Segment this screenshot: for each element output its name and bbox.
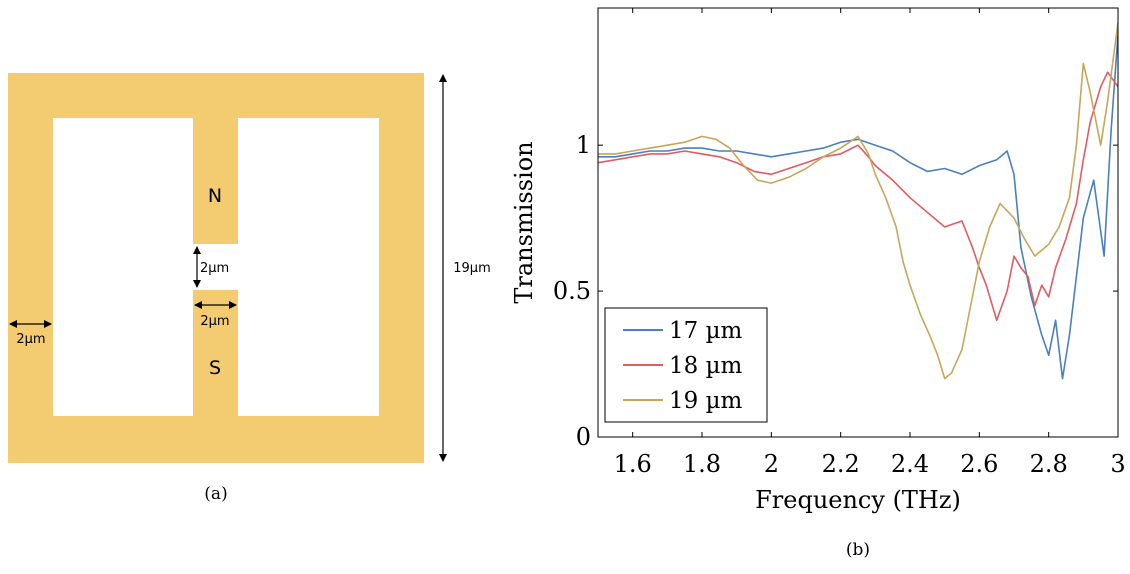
- x-tick-label: 2.4: [891, 450, 929, 478]
- stub-width-label: 2µm: [200, 314, 229, 329]
- gap-dimension-label: 2µm: [200, 261, 229, 276]
- x-axis-title: Frequency (THz): [755, 486, 961, 514]
- plot-frame: [597, 7, 1119, 438]
- y-tick-label: 0.5: [553, 277, 591, 305]
- x-tick-label: 3: [1110, 450, 1125, 478]
- series-line-1: [598, 34, 1118, 380]
- chart-series-group: [598, 22, 1118, 380]
- panel-a-caption: (a): [204, 484, 227, 504]
- right-cavity: [238, 118, 379, 416]
- y-tick-label: 1: [576, 131, 591, 159]
- x-tick-label: 1.8: [683, 450, 721, 478]
- legend-label: 18 µm: [669, 353, 743, 379]
- y-axis-title: Transmission: [510, 141, 538, 303]
- left-cavity: [53, 118, 193, 416]
- x-tick-label: 2.8: [1030, 450, 1068, 478]
- panel-b-caption: (b): [846, 540, 870, 560]
- x-tick-label: 2.6: [960, 450, 998, 478]
- x-tick-label: 2: [764, 450, 779, 478]
- resonator-diagram: N S 2µm 2µm 2µm 19µm (a): [8, 73, 491, 504]
- legend-label: 19 µm: [669, 388, 743, 414]
- transmission-chart: 1.6 1.8 2 2.2 2.4 2.6 2.8 3 0 0.5 1 Frequency (THz…: [510, 7, 1126, 560]
- x-tick-label: 2.2: [822, 450, 860, 478]
- height-dimension-label: 19µm: [453, 261, 490, 276]
- arm-width-label: 2µm: [16, 332, 45, 347]
- legend-label: 17 µm: [669, 318, 743, 344]
- series-line-3: [598, 22, 1118, 380]
- chart-ticks-group: 1.6 1.8 2 2.2 2.4 2.6 2.8 3 0 0.5 1: [553, 8, 1126, 478]
- y-tick-label: 0: [576, 423, 591, 451]
- chart-legend: 17 µm 18 µm 19 µm: [604, 307, 768, 423]
- north-label: N: [208, 185, 222, 207]
- series-line-2: [598, 71, 1118, 322]
- south-label: S: [209, 357, 221, 379]
- x-tick-label: 1.6: [614, 450, 652, 478]
